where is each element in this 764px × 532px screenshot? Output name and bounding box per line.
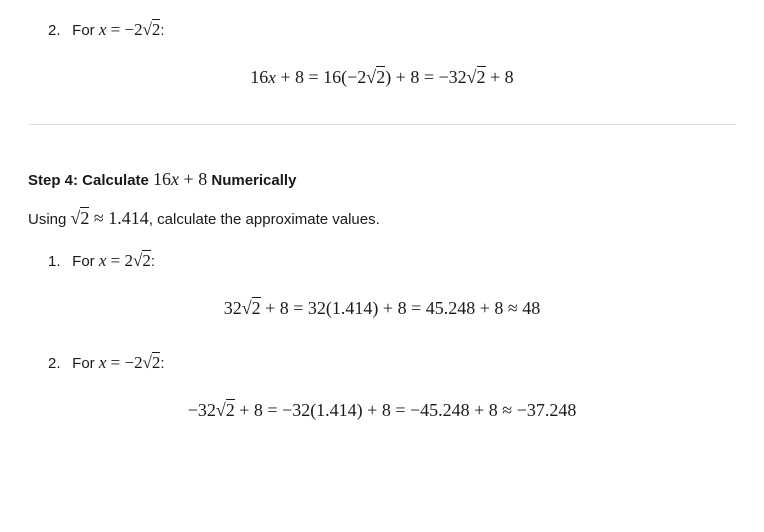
- item-text-prefix: For: [72, 253, 99, 270]
- body-suffix: , calculate the approximate values.: [149, 211, 380, 228]
- step4-equation-2: −32√2 + 8 = −32(1.414) + 8 = −45.248 + 8…: [28, 396, 736, 425]
- item-math: x = −2√2: [99, 19, 161, 39]
- list-marker: 1.: [48, 250, 68, 274]
- section-divider: [28, 124, 736, 125]
- step4-list: 1. For x = 2√2:: [28, 247, 736, 274]
- list-marker: 2.: [48, 19, 68, 43]
- item-math: x = 2√2: [99, 250, 151, 270]
- step4-list-2: 2. For x = −2√2:: [28, 349, 736, 376]
- step4-item-1: 1. For x = 2√2:: [48, 247, 736, 274]
- top-list-item-2: 2. For x = −2√2:: [48, 16, 736, 43]
- item-math: x = −2√2: [99, 352, 161, 372]
- list-marker: 2.: [48, 352, 68, 376]
- item-text-suffix: :: [151, 253, 155, 270]
- step4-equation-1: 32√2 + 8 = 32(1.414) + 8 = 45.248 + 8 ≈ …: [28, 294, 736, 323]
- top-list: 2. For x = −2√2:: [28, 16, 736, 43]
- heading-suffix: Numerically: [207, 172, 296, 189]
- top-equation: 16x + 8 = 16(−2√2) + 8 = −32√2 + 8: [28, 63, 736, 92]
- step4-item-2: 2. For x = −2√2:: [48, 349, 736, 376]
- item-text-suffix: :: [160, 355, 164, 372]
- heading-math: 16x + 8: [153, 169, 207, 189]
- item-text-prefix: For: [72, 355, 99, 372]
- step4-body: Using √2 ≈ 1.414, calculate the approxim…: [28, 204, 736, 233]
- heading-prefix: Step 4: Calculate: [28, 172, 153, 189]
- body-math: √2 ≈ 1.414: [71, 207, 149, 228]
- item-text-suffix: :: [160, 22, 164, 39]
- body-prefix: Using: [28, 211, 71, 228]
- step4-heading: Step 4: Calculate 16x + 8 Numerically: [28, 165, 736, 194]
- item-text-prefix: For: [72, 22, 99, 39]
